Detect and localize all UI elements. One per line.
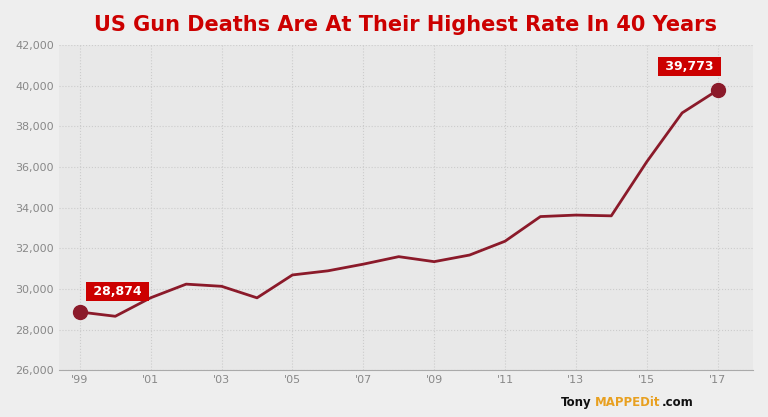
Text: Tony: Tony [561,396,591,409]
Title: US Gun Deaths Are At Their Highest Rate In 40 Years: US Gun Deaths Are At Their Highest Rate … [94,15,717,35]
Text: 28,874: 28,874 [89,285,146,298]
Text: .com: .com [662,396,694,409]
Text: 39,773: 39,773 [661,60,718,73]
Text: MAPPEDit: MAPPEDit [595,396,660,409]
